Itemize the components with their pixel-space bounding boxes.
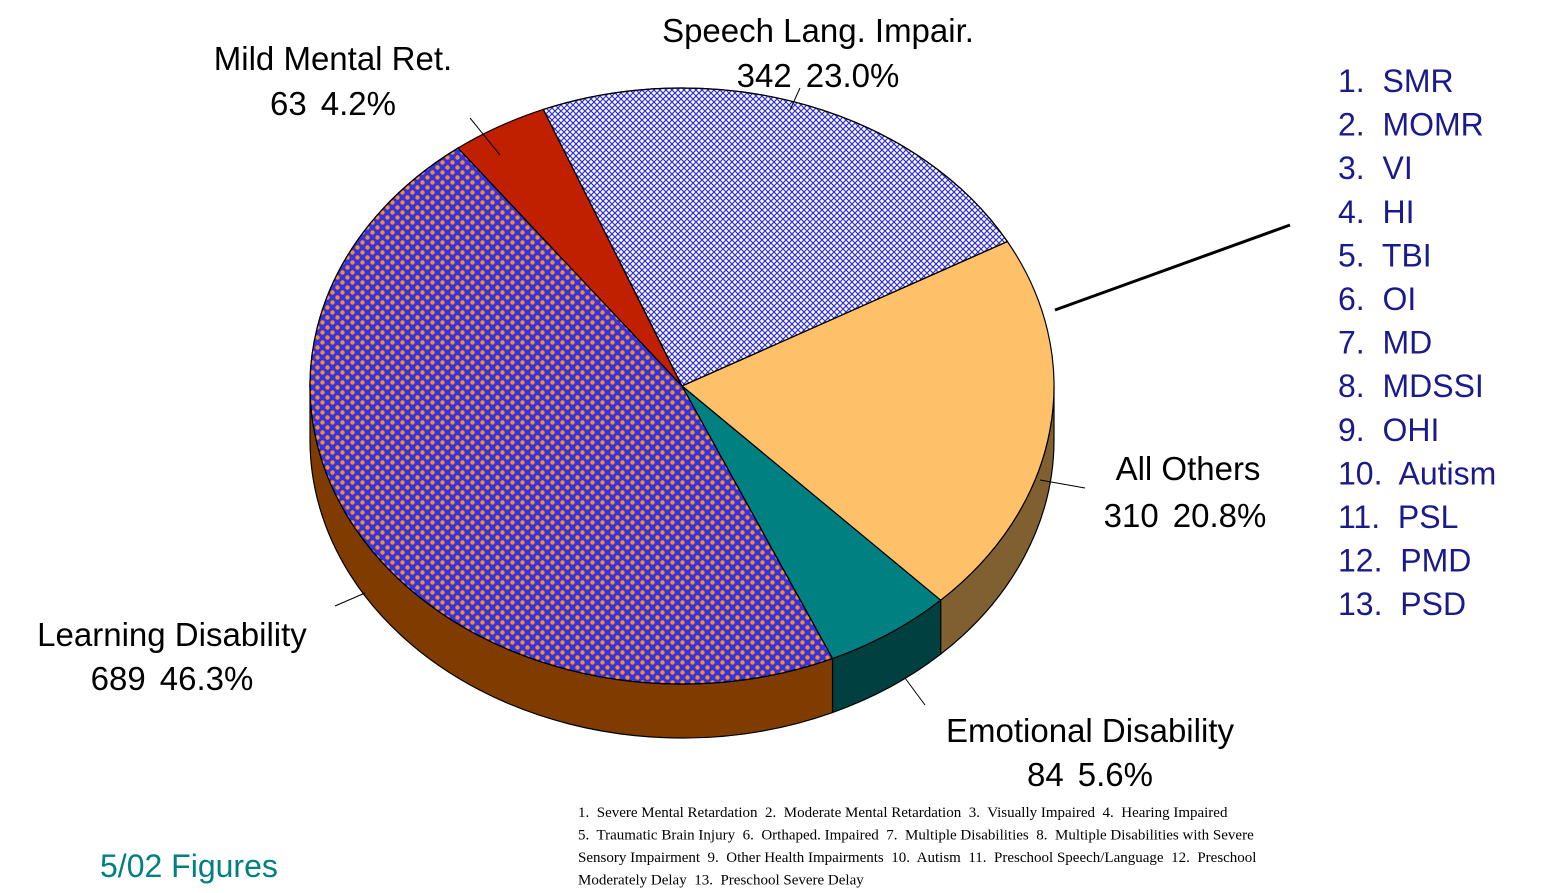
count: 689 xyxy=(91,660,146,697)
leader-lines xyxy=(334,87,1291,706)
percent: 4.2% xyxy=(321,85,396,122)
count: 342 xyxy=(737,57,792,94)
legend-list: 1. SMR 2. MOMR 3. VI 4. HI 5. TBI 6. OI 7. MD 8… xyxy=(1338,63,1496,622)
slice xyxy=(680,240,1055,601)
footnote-line: Sensory Impairment 9. Other Health Impai… xyxy=(578,850,1256,866)
date-note: 5/02 Figures xyxy=(100,848,278,884)
legend-item: 3. VI xyxy=(1338,150,1413,186)
legend-item: 12. PMD xyxy=(1338,543,1471,579)
percent: 5.6% xyxy=(1078,756,1153,793)
count: 310 xyxy=(1104,497,1159,534)
legend-item: 5. TBI xyxy=(1338,237,1432,273)
legend-item: 11. PSL xyxy=(1338,499,1458,535)
slice xyxy=(681,385,942,660)
percent: 46.3% xyxy=(160,660,254,697)
legend-item: 13. PSD xyxy=(1338,586,1466,622)
slice-value: 689 46.3% xyxy=(91,660,254,697)
legend-item: 9. OHI xyxy=(1338,412,1439,448)
slice-label: Emotional Disability xyxy=(946,712,1234,749)
percent: 23.0% xyxy=(806,57,900,94)
slice-value: 63 4.2% xyxy=(270,85,396,122)
slice-label: Learning Disability xyxy=(37,616,307,653)
legend-item: 2. MOMR xyxy=(1338,107,1484,143)
slice-value: 310 20.8% xyxy=(1104,497,1267,534)
footnote-line: Moderately Delay 13. Preschool Severe De… xyxy=(578,873,864,889)
legend-item: 4. HI xyxy=(1338,194,1414,230)
footnote-line: 5. Traumatic Brain Injury 6. Orthaped. I… xyxy=(578,828,1254,844)
legend-item: 7. MD xyxy=(1338,325,1432,361)
slice-value: 84 5.6% xyxy=(1027,756,1153,793)
slice-labels: All Others 310 20.8% Emotional Disability… xyxy=(37,12,1266,793)
slice-pattern xyxy=(309,147,834,685)
pie xyxy=(309,87,1055,739)
count: 63 xyxy=(270,85,307,122)
slice-pattern xyxy=(542,87,1009,387)
legend-item: 1. SMR xyxy=(1338,63,1454,99)
slice-label: All Others xyxy=(1116,450,1261,487)
footnote: 1. Severe Mental Retardation 2. Moderate… xyxy=(578,805,1256,889)
legend-item: 8. MDSSI xyxy=(1338,368,1484,404)
legend-item: 6. OI xyxy=(1338,281,1416,317)
footnote-line: 1. Severe Mental Retardation 2. Moderate… xyxy=(578,805,1228,821)
slice-value: 342 23.0% xyxy=(737,57,900,94)
legend-item: 10. Autism xyxy=(1338,455,1496,491)
slice-label: Mild Mental Ret. xyxy=(214,40,452,77)
slice-label: Speech Lang. Impair. xyxy=(662,12,974,49)
count: 84 xyxy=(1027,756,1064,793)
percent: 20.8% xyxy=(1173,497,1267,534)
